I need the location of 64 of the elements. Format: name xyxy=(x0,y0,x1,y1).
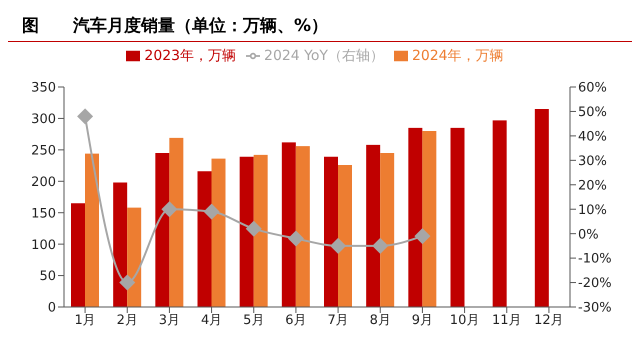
x-tick-label: 10月 xyxy=(450,313,480,328)
bar xyxy=(254,154,268,307)
y-tick-label: 200 xyxy=(31,174,56,190)
y2-tick-label: -20% xyxy=(578,276,612,292)
bar xyxy=(71,203,85,307)
x-tick-label: 1月 xyxy=(74,313,96,328)
x-tick-label: 2月 xyxy=(116,313,138,328)
x-tick-label: 5月 xyxy=(243,313,264,328)
x-tick-label: 8月 xyxy=(370,313,391,328)
x-tick-label: 4月 xyxy=(200,313,222,328)
bar xyxy=(380,153,394,307)
bar xyxy=(169,138,184,307)
y2-tick-label: 50% xyxy=(578,105,607,120)
y2-tick-label: -10% xyxy=(578,252,612,267)
y-tick-label: 150 xyxy=(31,206,56,222)
y2-tick-label: 10% xyxy=(578,202,607,218)
point xyxy=(77,108,94,124)
bar xyxy=(282,142,296,307)
chart-title: 图 汽车月度销量（单位：万辆、%） xyxy=(8,8,632,42)
bar xyxy=(296,146,310,307)
point xyxy=(161,201,178,218)
point xyxy=(330,238,346,254)
bar xyxy=(366,144,380,307)
y-tick-label: 0 xyxy=(48,300,56,316)
x-tick-label: 3月 xyxy=(158,313,180,328)
bar xyxy=(240,156,254,307)
bar xyxy=(450,128,464,307)
bar xyxy=(408,128,422,307)
point xyxy=(372,238,388,254)
y2-tick-label: 40% xyxy=(578,130,607,145)
bar xyxy=(492,120,507,307)
bar xyxy=(534,109,549,307)
y2-tick-label: 20% xyxy=(578,178,607,194)
x-tick-label: 6月 xyxy=(285,313,307,328)
x-tick-label: 12月 xyxy=(534,313,564,328)
y-tick-label: 250 xyxy=(31,143,56,158)
y2-tick-label: 60% xyxy=(578,80,607,96)
y2-tick-label: 30% xyxy=(578,154,607,169)
bar xyxy=(198,171,212,307)
bar xyxy=(113,182,128,307)
legend-label: 2024年，万辆 xyxy=(412,48,504,64)
bar xyxy=(155,153,170,307)
y-tick-label: 50 xyxy=(39,269,56,284)
legend-label: 2023年，万辆 xyxy=(144,48,236,64)
bar xyxy=(212,158,226,307)
point xyxy=(246,220,262,237)
y-tick-label: 350 xyxy=(31,80,56,96)
y2-tick-label: -30% xyxy=(578,300,612,316)
y2-tick-label: 0% xyxy=(578,227,599,242)
x-tick-label: 7月 xyxy=(327,313,349,328)
point xyxy=(414,228,430,244)
point xyxy=(119,274,136,291)
bar xyxy=(127,208,142,307)
bar xyxy=(324,156,338,307)
y-tick-label: 300 xyxy=(31,112,56,128)
x-tick-label: 11月 xyxy=(492,313,522,328)
y-tick-label: 100 xyxy=(31,238,56,253)
point xyxy=(288,230,304,247)
bar xyxy=(85,154,99,307)
bar xyxy=(422,131,436,307)
x-tick-label: 9月 xyxy=(412,313,434,328)
legend-label: 2024 YoY（右轴） xyxy=(264,48,384,64)
point xyxy=(204,204,220,220)
bar xyxy=(338,164,352,307)
